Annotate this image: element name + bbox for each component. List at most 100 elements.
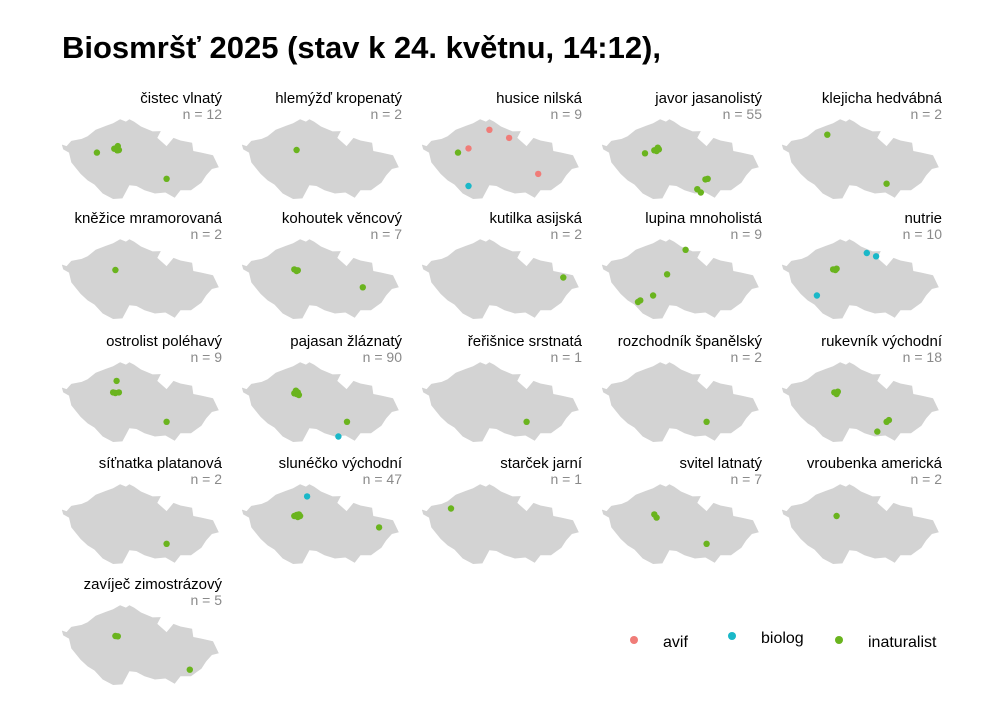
data-point-inaturalist — [654, 144, 661, 151]
panel-map — [782, 484, 939, 564]
panel-pajasan-zlaznaty: pajasan žláznatý n = 90 — [242, 333, 412, 450]
panel-map — [422, 119, 579, 199]
panel-count: n = 18 — [902, 349, 942, 365]
panel-map — [602, 484, 759, 564]
panel-title: kohoutek věncový — [281, 210, 402, 227]
data-point-inaturalist — [343, 418, 351, 425]
panel-title: pajasan žláznatý — [290, 333, 402, 350]
panel-title: řeřišnice srstnatá — [467, 333, 582, 350]
country-outline — [242, 484, 399, 564]
panel-map — [602, 362, 759, 442]
panel-klejicha-hedvabna: klejicha hedvábná n = 2 — [782, 90, 952, 207]
data-point-biolog — [335, 433, 342, 440]
panel-rerisnice-srstnata: řeřišnice srstnatá n = 1 — [422, 333, 592, 450]
panel-map — [62, 484, 219, 564]
panel-count: n = 9 — [730, 226, 762, 242]
panel-count: n = 2 — [910, 471, 942, 487]
data-point-inaturalist — [663, 271, 671, 278]
country-outline — [242, 239, 399, 319]
panel-map — [782, 119, 939, 199]
panel-knezice-mramorovana: kněžice mramorovaná n = 2 — [62, 210, 232, 327]
data-point-inaturalist — [834, 388, 841, 395]
panel-count: n = 1 — [550, 349, 582, 365]
country-outline — [602, 362, 759, 442]
data-point-inaturalist — [682, 246, 689, 253]
country-outline — [782, 362, 939, 442]
panel-count: n = 1 — [550, 471, 582, 487]
data-point-inaturalist — [294, 267, 301, 274]
panel-count: n = 2 — [910, 106, 942, 122]
panel-title: hlemýžď kropenatý — [275, 90, 402, 107]
panel-title: kněžice mramorovaná — [74, 210, 222, 227]
panel-hlemyzd-kropenaty: hlemýžď kropenatý n = 2 — [242, 90, 412, 207]
panel-javor-jasanolisty: javor jasanolistý n = 55 — [602, 90, 772, 207]
legend-label: biolog — [761, 630, 804, 647]
panel-title: ostrolist poléhavý — [106, 333, 222, 350]
country-outline — [62, 239, 219, 319]
data-point-inaturalist — [114, 142, 121, 150]
panel-count: n = 2 — [190, 471, 222, 487]
legend-label: avif — [663, 634, 688, 651]
data-point-inaturalist — [296, 512, 304, 520]
panel-map — [242, 119, 399, 199]
panel-map — [62, 362, 219, 442]
country-outline — [422, 119, 579, 199]
panel-title: starček jarní — [500, 455, 582, 472]
data-point-inaturalist — [874, 428, 881, 435]
data-point-inaturalist — [359, 284, 366, 291]
data-point-inaturalist — [883, 180, 890, 187]
panel-count: n = 2 — [190, 226, 222, 242]
data-point-avif — [465, 145, 472, 152]
data-point-inaturalist — [634, 298, 642, 306]
data-point-inaturalist — [560, 274, 567, 281]
data-point-inaturalist — [653, 514, 660, 521]
panel-zavijec-zimostrazovy: zavíječ zimostrázový n = 5 — [62, 576, 232, 693]
country-outline — [782, 119, 939, 199]
data-point-avif — [535, 170, 542, 178]
panel-title: zavíječ zimostrázový — [83, 576, 222, 593]
panel-count: n = 2 — [370, 106, 402, 122]
panel-count: n = 12 — [182, 106, 222, 122]
panel-map — [602, 119, 759, 199]
panel-title: vroubenka americká — [806, 455, 942, 472]
data-point-inaturalist — [641, 150, 649, 157]
data-point-biolog — [872, 253, 880, 260]
country-outline — [62, 605, 219, 685]
panel-svitel-latnaty: svitel latnatý n = 7 — [602, 455, 772, 572]
chart-title: Biosmršť 2025 (stav k 24. květnu, 14:12)… — [62, 30, 661, 65]
data-point-inaturalist — [885, 416, 893, 424]
panel-title: husice nilská — [496, 90, 582, 107]
panel-title: klejicha hedvábná — [821, 90, 942, 107]
panel-map — [242, 484, 399, 564]
data-point-avif — [505, 134, 513, 142]
legend-dot — [728, 632, 736, 640]
country-outline — [782, 239, 939, 319]
country-outline — [602, 239, 759, 319]
country-outline — [422, 484, 579, 564]
data-point-inaturalist — [163, 418, 170, 425]
country-outline — [782, 484, 939, 564]
panel-count: n = 2 — [550, 226, 582, 242]
panel-count: n = 9 — [550, 106, 582, 122]
country-outline — [422, 362, 579, 442]
panel-count: n = 7 — [730, 471, 762, 487]
country-outline — [422, 239, 579, 319]
panel-map — [242, 362, 399, 442]
data-point-inaturalist — [163, 175, 170, 182]
country-outline — [242, 119, 399, 199]
panel-map — [422, 484, 579, 564]
panel-map — [422, 239, 579, 319]
panel-husice-nilska: husice nilská n = 9 — [422, 90, 592, 207]
country-outline — [602, 119, 759, 199]
data-point-inaturalist — [293, 146, 300, 154]
panel-slunecko-vychodni: slunéčko východní n = 47 — [242, 455, 412, 572]
panel-ostrolist-polehavy: ostrolist poléhavý n = 9 — [62, 333, 232, 450]
data-point-inaturalist — [697, 189, 704, 196]
panel-count: n = 5 — [190, 592, 222, 608]
data-point-biolog — [303, 493, 311, 500]
data-point-inaturalist — [447, 505, 455, 512]
country-outline — [602, 484, 759, 564]
panel-title: síťnatka platanová — [98, 455, 222, 472]
panel-map — [62, 239, 219, 319]
data-point-inaturalist — [454, 149, 462, 156]
